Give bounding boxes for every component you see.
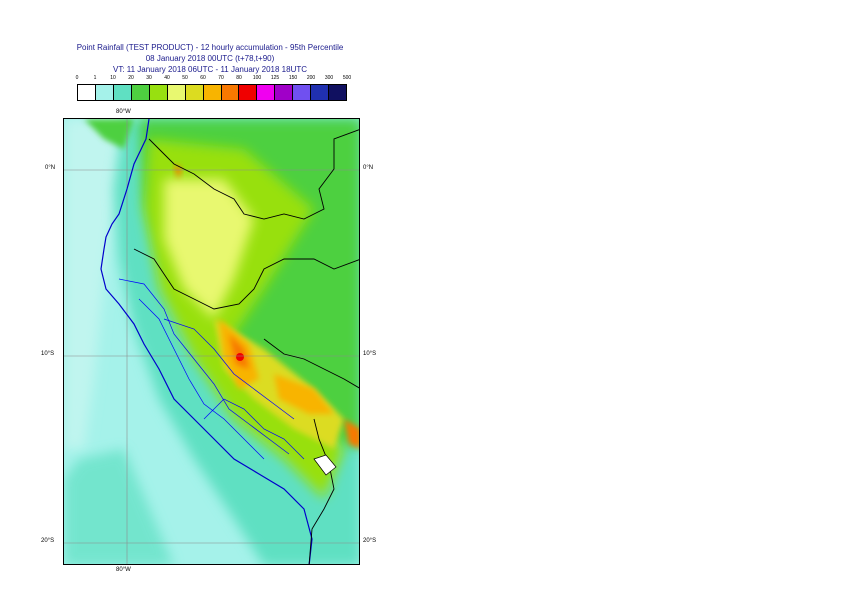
legend-swatch	[113, 85, 132, 100]
lat-label-0n-left: 0°N	[45, 165, 56, 171]
rain-band-70-80	[229, 334, 249, 369]
legend-tick: 60	[200, 75, 206, 81]
legend-tick: 0	[75, 75, 79, 81]
legend-swatch	[78, 85, 96, 100]
legend-tick: 20	[128, 75, 134, 81]
color-legend	[77, 84, 347, 101]
legend-tick: 1	[93, 75, 97, 81]
rain-band-20-30-north	[84, 119, 134, 149]
legend-swatch	[149, 85, 168, 100]
legend-swatch	[131, 85, 150, 100]
legend-tick: 50	[182, 75, 188, 81]
legend-tick: 40	[164, 75, 170, 81]
border-peru-bolivia	[308, 418, 335, 564]
lat-label-0n-right: 0°N	[363, 165, 374, 171]
legend-swatch	[167, 85, 186, 100]
border-peru-brazil	[133, 248, 359, 310]
lat-label-20s-right: 20°S	[363, 538, 377, 544]
rain-band-70-80-north	[174, 164, 182, 179]
legend-tick: 10	[110, 75, 116, 81]
border-ecuador-colombia	[148, 129, 359, 220]
legend-tick: 80	[236, 75, 242, 81]
chart-subtitle-run: 08 January 2018 00UTC (t+78,t+90)	[145, 54, 275, 63]
lake-titicaca	[313, 454, 337, 476]
legend-tick: 30	[146, 75, 152, 81]
legend-tick: 150	[288, 75, 298, 81]
region-boundary-2	[138, 298, 265, 460]
legend-tick-labels: 0 1 10 20 30 40 50 60 70 80 100 125 150 200 300 500	[0, 75, 842, 85]
legend-tick: 500	[342, 75, 352, 81]
border-brazil-bolivia	[263, 338, 359, 389]
lat-label-10s-right: 10°S	[363, 351, 377, 357]
rain-band-60-70-east	[274, 374, 334, 414]
legend-swatch	[257, 85, 276, 100]
legend-swatch	[203, 85, 222, 100]
legend-tick: 125	[270, 75, 280, 81]
legend-swatch	[293, 85, 312, 100]
rain-band-ocean-teal	[64, 449, 174, 564]
legend-swatch	[329, 85, 347, 100]
coastline	[100, 119, 313, 564]
legend-tick: 70	[218, 75, 224, 81]
chart-subtitle-validity: VT: 11 January 2018 06UTC - 11 January 2…	[112, 65, 308, 74]
rain-band-40-50	[164, 179, 254, 319]
legend-tick: 100	[252, 75, 262, 81]
legend-swatch	[311, 85, 330, 100]
rain-band-70-80-southeast	[344, 419, 359, 449]
region-boundary-1	[118, 278, 290, 455]
legend-swatch	[95, 85, 114, 100]
region-boundary-3	[163, 318, 295, 420]
rain-band-ocean-light	[64, 119, 124, 449]
lat-label-10s-left: 10°S	[41, 351, 55, 357]
chart-title: Point Rainfall (TEST PRODUCT) - 12 hourl…	[76, 43, 344, 52]
legend-swatch	[239, 85, 258, 100]
legend-tick: 300	[324, 75, 334, 81]
map-svg	[64, 119, 359, 564]
legend-tick: 200	[306, 75, 316, 81]
legend-swatch	[275, 85, 294, 100]
region-boundary-4	[203, 398, 305, 460]
rain-band-80-100	[236, 353, 244, 361]
lon-label-bottom: 80°W	[116, 567, 131, 573]
legend-swatch	[221, 85, 240, 100]
lat-label-20s-left: 20°S	[41, 538, 55, 544]
rainfall-map	[63, 118, 360, 565]
legend-swatch	[185, 85, 204, 100]
lon-label-top: 80°W	[116, 109, 131, 115]
